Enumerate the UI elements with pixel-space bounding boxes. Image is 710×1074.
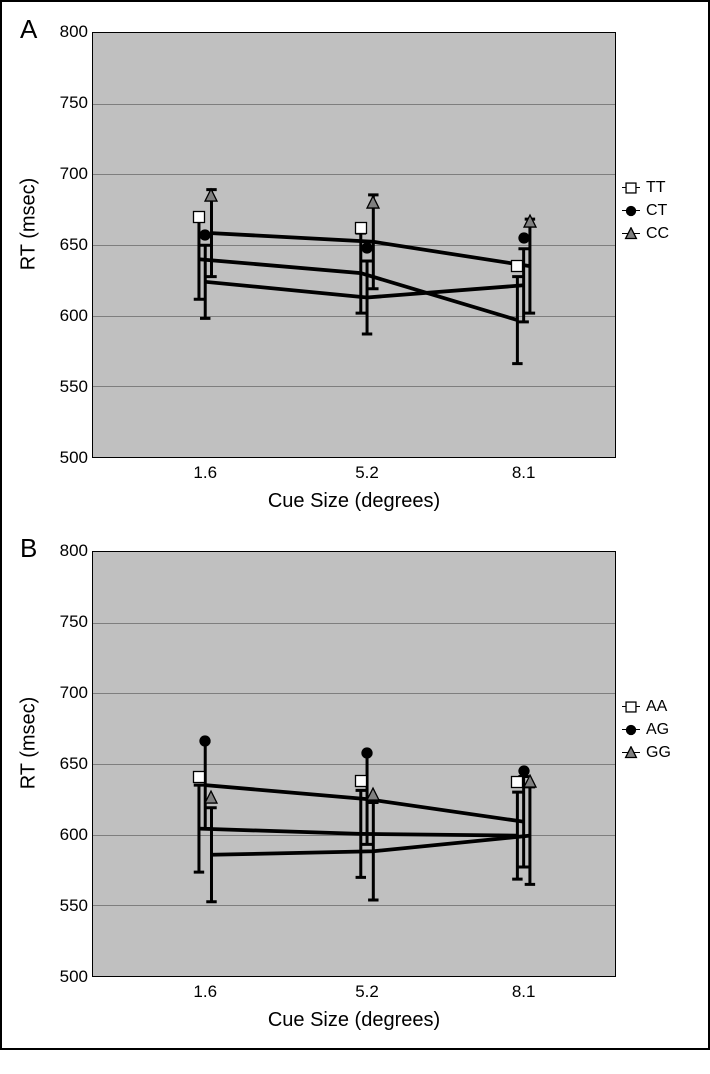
data-marker: [522, 214, 538, 230]
legend-B: AA AG GG: [622, 693, 671, 767]
ytick-label: 650: [60, 754, 88, 774]
legend-label: AA: [646, 698, 667, 716]
chart-row-B: RT (msec) 500550600650700750800 1.65.28.…: [12, 551, 698, 977]
ytick-label: 750: [60, 93, 88, 113]
plot-area-B: 1.65.28.1: [92, 551, 616, 977]
ylabel-A: RT (msec): [18, 177, 41, 270]
data-marker: [365, 787, 381, 803]
data-marker: [203, 790, 219, 806]
legend-item: TT: [622, 179, 669, 197]
figure-container: A RT (msec) 500550600650700750800 1.65.2…: [0, 0, 710, 1050]
panel-B: B RT (msec) 500550600650700750800 1.65.2…: [12, 531, 698, 1038]
data-marker: [365, 195, 381, 211]
data-marker: [510, 259, 525, 274]
ytick-label: 500: [60, 967, 88, 987]
yticks-col-B: 500550600650700750800: [46, 551, 92, 977]
legend-item: GG: [622, 744, 671, 762]
legend-label: TT: [646, 179, 666, 197]
yticks-col-A: 500550600650700750800: [46, 32, 92, 458]
data-marker: [191, 209, 206, 224]
ytick-label: 550: [60, 377, 88, 397]
ytick-label: 600: [60, 306, 88, 326]
series-svg: [93, 552, 615, 1074]
legend-label: AG: [646, 721, 669, 739]
chart-row-A: RT (msec) 500550600650700750800 1.65.28.…: [12, 32, 698, 458]
legend-col-B: AA AG GG: [616, 551, 698, 977]
legend-label: CT: [646, 202, 667, 220]
data-marker: [360, 241, 374, 255]
data-marker: [522, 774, 538, 790]
ytick-label: 600: [60, 825, 88, 845]
legend-item: CT: [622, 202, 669, 220]
series-svg: [93, 33, 615, 555]
legend-label: CC: [646, 225, 669, 243]
plot-col-B: 1.65.28.1: [92, 551, 616, 977]
legend-col-A: TT CT CC: [616, 32, 698, 458]
data-marker: [198, 734, 212, 748]
ytick-label: 650: [60, 235, 88, 255]
ytick-label: 700: [60, 683, 88, 703]
data-marker: [191, 769, 206, 784]
ytick-label: 550: [60, 896, 88, 916]
ylabel-col-B: RT (msec): [12, 551, 46, 977]
legend-item: AG: [622, 721, 671, 739]
ytick-label: 700: [60, 164, 88, 184]
plot-col-A: 1.65.28.1: [92, 32, 616, 458]
data-marker: [198, 228, 212, 242]
ytick-label: 500: [60, 448, 88, 468]
panel-A: A RT (msec) 500550600650700750800 1.65.2…: [12, 12, 698, 519]
legend-item: AA: [622, 698, 671, 716]
legend-A: TT CT CC: [622, 174, 669, 248]
ytick-label: 800: [60, 22, 88, 42]
ytick-label: 750: [60, 612, 88, 632]
plot-area-A: 1.65.28.1: [92, 32, 616, 458]
legend-label: GG: [646, 744, 671, 762]
ytick-label: 800: [60, 541, 88, 561]
legend-item: CC: [622, 225, 669, 243]
data-marker: [517, 231, 531, 245]
data-marker: [360, 746, 374, 760]
ylabel-col-A: RT (msec): [12, 32, 46, 458]
data-marker: [353, 221, 368, 236]
data-marker: [203, 188, 219, 204]
ylabel-B: RT (msec): [18, 696, 41, 789]
